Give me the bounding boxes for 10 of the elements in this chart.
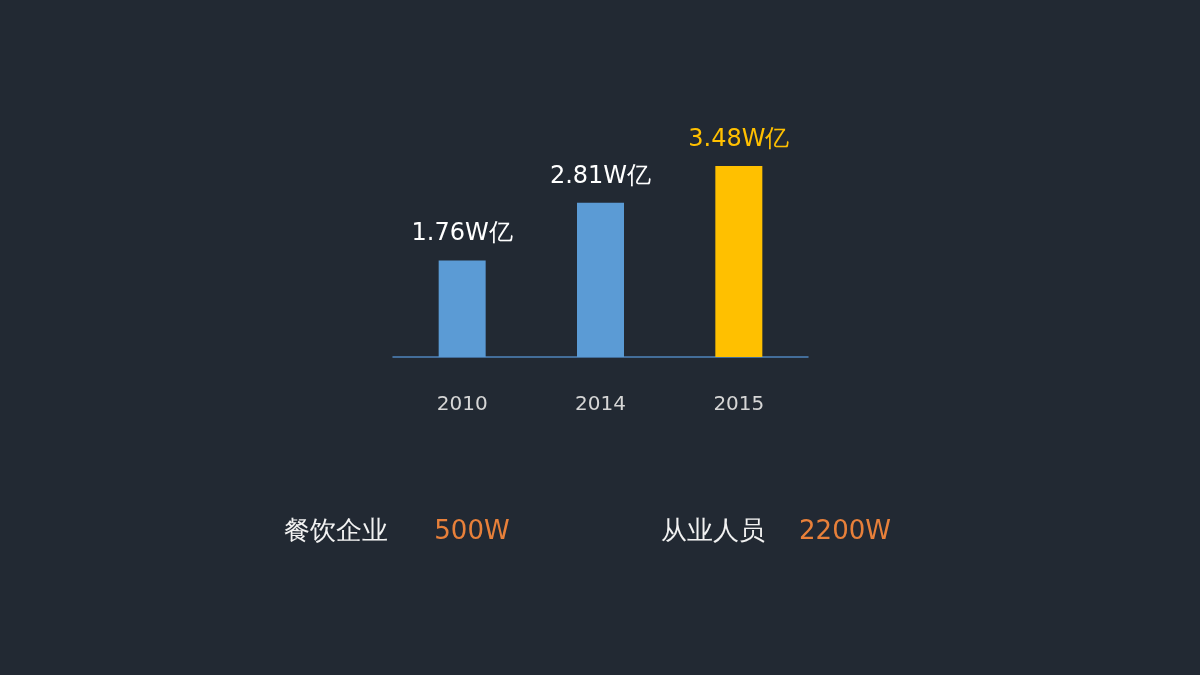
data-label: 2.81W亿	[549, 160, 652, 189]
x-tick-label: 2014	[575, 391, 626, 415]
data-label: 3.48W亿	[688, 124, 790, 152]
x-tick-label: 2015	[713, 391, 765, 415]
text: 餐饮企业	[284, 515, 388, 545]
x-tick-label: 2010	[436, 391, 488, 415]
data-label: 1.76W亿	[411, 218, 513, 247]
text: 从业人员	[661, 515, 765, 545]
text: 500W	[434, 515, 510, 545]
text: 2200W	[799, 515, 891, 545]
